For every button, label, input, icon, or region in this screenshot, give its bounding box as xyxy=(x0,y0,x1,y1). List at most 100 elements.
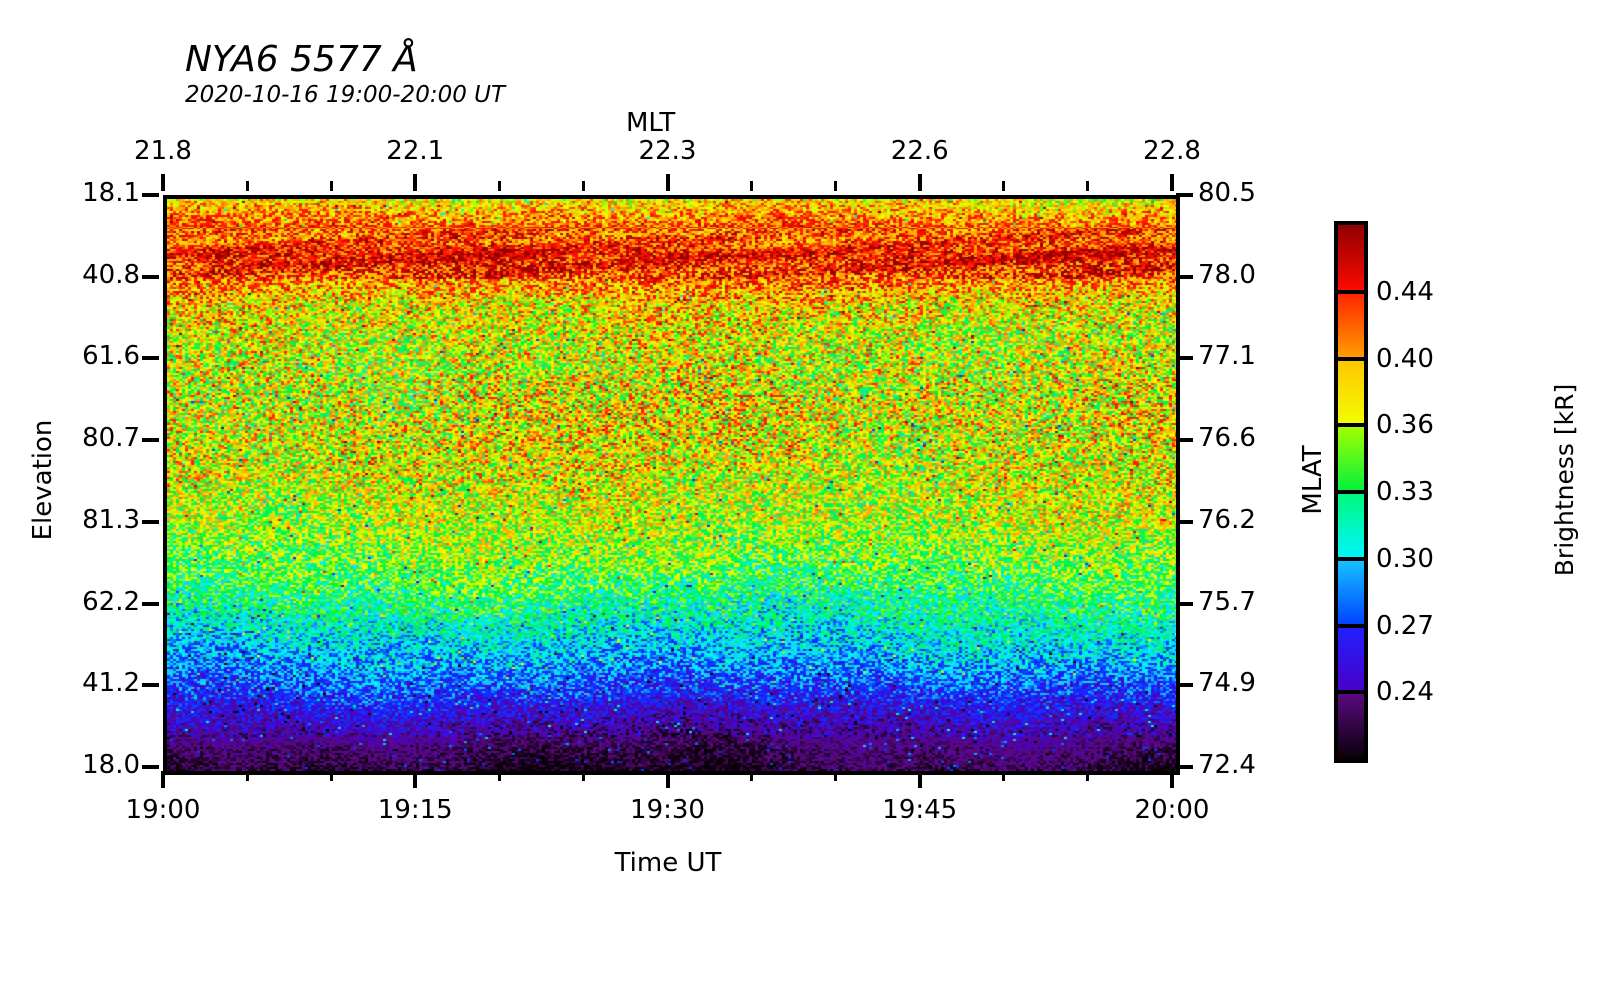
time-minor-tick-mark xyxy=(245,771,249,781)
mlt-tick-label: 22.6 xyxy=(890,136,949,166)
colorbar-band xyxy=(1338,425,1364,492)
mlt-minor-tick-mark xyxy=(834,181,838,191)
elevation-tick-label: 81.3 xyxy=(82,504,140,535)
colorbar-band xyxy=(1338,291,1364,359)
plot-subtitle: 2020-10-16 19:00-20:00 UT xyxy=(185,82,506,108)
elevation-tick-mark xyxy=(142,765,159,769)
mlt-tick-mark xyxy=(917,174,922,191)
elevation-tick-mark xyxy=(142,519,159,524)
time-minor-tick-mark xyxy=(497,771,501,781)
mlt-axis-title: MLT xyxy=(626,108,676,138)
time-tick-label: 19:00 xyxy=(125,795,201,825)
mlt-tick-mark xyxy=(1170,174,1174,191)
time-axis-title: Time UT xyxy=(614,848,722,878)
mlat-tick-label: 77.1 xyxy=(1198,341,1256,372)
mlat-tick-mark xyxy=(1176,601,1193,606)
colorbar-tick-label: 0.24 xyxy=(1376,677,1434,708)
time-tick-label: 19:15 xyxy=(377,795,453,825)
mlt-tick-label: 22.1 xyxy=(386,136,445,166)
colorbar-band xyxy=(1338,225,1364,292)
time-tick-mark xyxy=(917,771,922,788)
time-tick-label: 20:00 xyxy=(1134,795,1210,825)
keogram-image xyxy=(167,199,1176,771)
mlat-tick-mark xyxy=(1176,519,1193,524)
mlt-tick-mark xyxy=(161,174,165,191)
time-minor-tick-mark xyxy=(834,771,838,781)
elevation-tick-mark xyxy=(142,193,159,197)
mlat-tick-mark xyxy=(1176,356,1193,361)
colorbar-band xyxy=(1338,625,1364,693)
colorbar-band xyxy=(1338,492,1364,559)
colorbar-band-separator xyxy=(1338,289,1364,294)
time-tick-mark xyxy=(665,771,670,788)
elevation-axis-title: Elevation xyxy=(28,419,58,541)
time-minor-tick-mark xyxy=(581,771,585,781)
mlat-tick-label: 80.5 xyxy=(1198,178,1256,208)
elevation-tick-mark xyxy=(142,274,159,279)
mlat-tick-mark xyxy=(1176,683,1193,688)
mlat-tick-label: 74.9 xyxy=(1198,668,1256,699)
elevation-tick-label: 80.7 xyxy=(82,423,140,454)
mlt-minor-tick-mark xyxy=(1086,181,1090,191)
colorbar-band xyxy=(1338,358,1364,426)
elevation-tick-label: 41.2 xyxy=(82,668,140,699)
mlt-minor-tick-mark xyxy=(1002,181,1006,191)
colorbar-gradient xyxy=(1334,221,1368,763)
elevation-tick-label: 62.2 xyxy=(82,586,140,617)
colorbar-band-separator xyxy=(1338,623,1364,628)
mlt-tick-mark xyxy=(413,174,418,191)
colorbar-band-separator xyxy=(1338,690,1364,695)
time-tick-label: 19:45 xyxy=(882,795,958,825)
time-minor-tick-mark xyxy=(1086,771,1090,781)
colorbar-tick-label: 0.27 xyxy=(1376,610,1434,641)
time-tick-mark xyxy=(413,771,418,788)
mlt-minor-tick-mark xyxy=(245,181,249,191)
mlt-tick-mark xyxy=(665,174,670,191)
mlt-tick-label: 22.8 xyxy=(1143,136,1201,166)
colorbar-tick-label: 0.33 xyxy=(1376,477,1434,507)
colorbar-axis-title: Brightness [kR] xyxy=(1550,383,1579,577)
mlt-tick-label: 21.8 xyxy=(134,136,192,166)
time-minor-tick-mark xyxy=(329,771,333,781)
time-minor-tick-mark xyxy=(750,771,754,781)
time-tick-label: 19:30 xyxy=(630,795,705,825)
mlt-minor-tick-mark xyxy=(581,181,585,191)
title-block: NYA6 5577 Å 2020-10-16 19:00-20:00 UT xyxy=(185,42,505,107)
mlat-tick-mark xyxy=(1176,765,1193,769)
page-title: NYA6 5577 Å xyxy=(185,39,418,80)
elevation-tick-mark xyxy=(142,601,159,606)
mlat-tick-mark xyxy=(1176,274,1193,279)
colorbar-band xyxy=(1338,692,1364,759)
colorbar-band-separator xyxy=(1338,556,1364,561)
mlat-axis-title: MLAT xyxy=(1298,445,1328,515)
time-tick-mark xyxy=(161,771,165,788)
colorbar-tick-label: 0.44 xyxy=(1376,276,1434,307)
colorbar-tick-label: 0.36 xyxy=(1376,410,1434,441)
mlat-tick-mark xyxy=(1176,193,1193,197)
elevation-tick-mark xyxy=(142,438,159,443)
colorbar-tick-label: 0.40 xyxy=(1376,343,1434,374)
colorbar-band-separator xyxy=(1338,356,1364,361)
colorbar-band-separator xyxy=(1338,423,1364,428)
elevation-tick-mark xyxy=(142,683,159,688)
mlat-tick-label: 78.0 xyxy=(1198,259,1256,290)
colorbar-tick-label: 0.30 xyxy=(1376,543,1434,574)
colorbar-band-separator xyxy=(1338,490,1364,494)
mlt-tick-label: 22.3 xyxy=(638,136,697,166)
mlat-tick-label: 75.7 xyxy=(1198,586,1256,617)
elevation-tick-label: 18.1 xyxy=(82,178,140,208)
mlat-tick-label: 76.2 xyxy=(1198,504,1256,535)
mlat-tick-label: 72.4 xyxy=(1198,750,1256,780)
mlt-minor-tick-mark xyxy=(329,181,333,191)
colorbar-band xyxy=(1338,558,1364,626)
keogram-plot-area[interactable] xyxy=(163,195,1180,775)
mlat-tick-label: 76.6 xyxy=(1198,423,1256,454)
colorbar: 0.44 0.40 0.36 0.33 0.30 0.27 0.24 xyxy=(1334,221,1434,763)
elevation-tick-mark xyxy=(142,356,159,361)
time-tick-mark xyxy=(1170,771,1174,788)
mlt-minor-tick-mark xyxy=(497,181,501,191)
elevation-tick-label: 40.8 xyxy=(82,259,140,290)
mlt-minor-tick-mark xyxy=(750,181,754,191)
elevation-tick-label: 18.0 xyxy=(82,750,140,780)
mlat-tick-mark xyxy=(1176,438,1193,443)
